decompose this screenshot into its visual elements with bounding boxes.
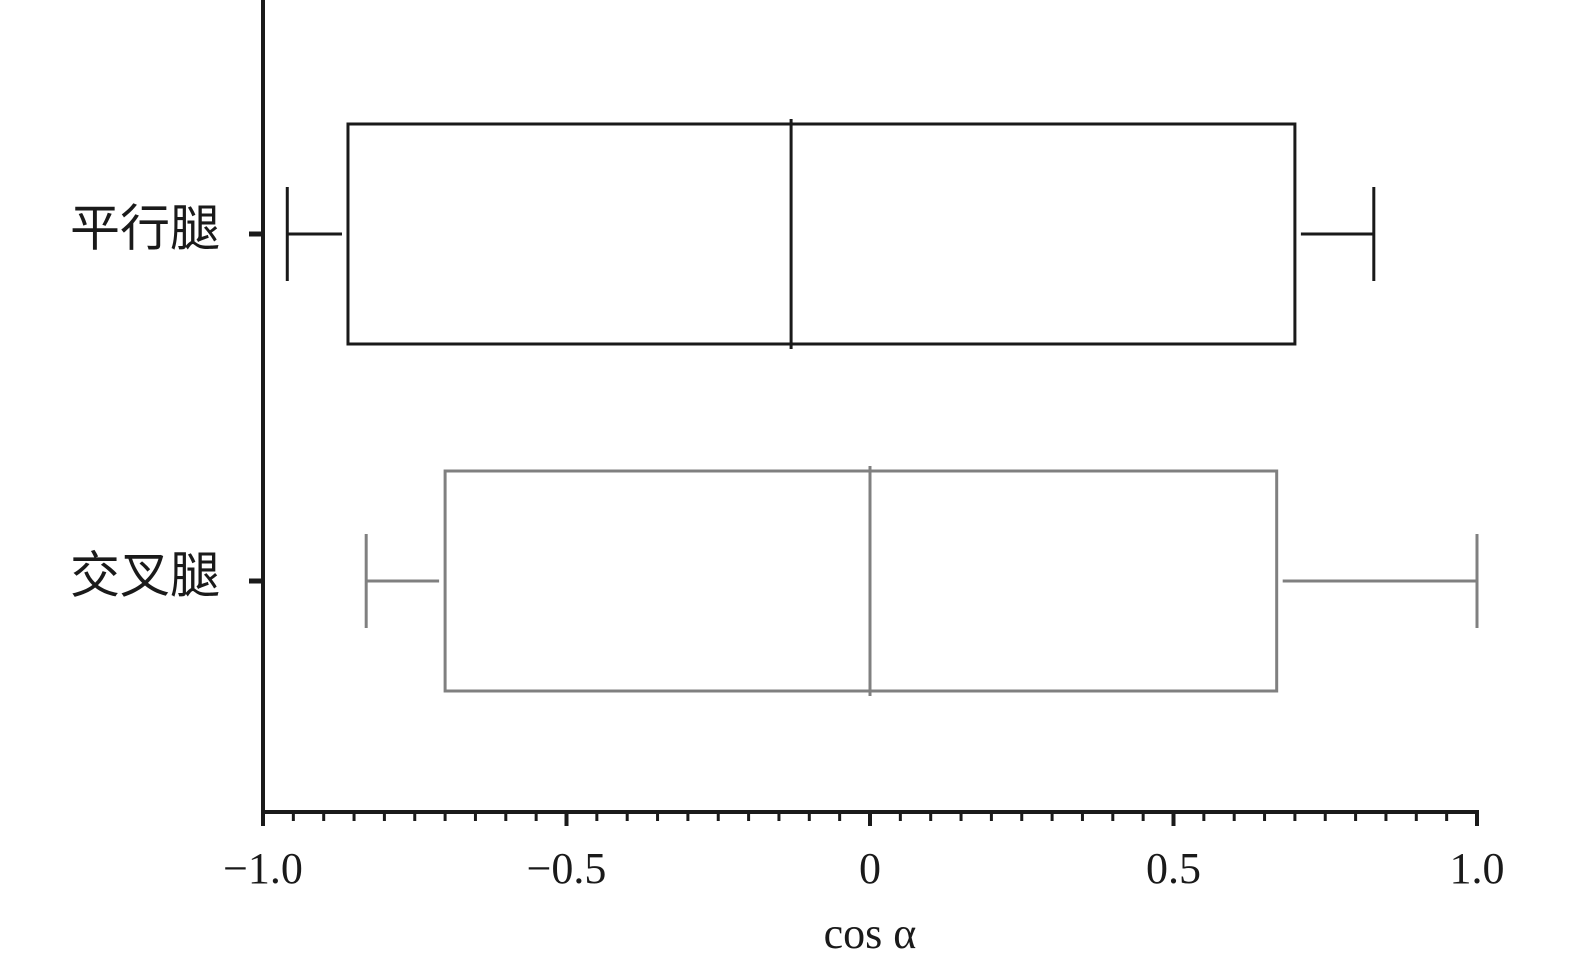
x-tick-label: −1.0 (223, 844, 303, 893)
y-tick-label: 平行腿 (70, 200, 220, 256)
x-tick-label: 0 (859, 844, 881, 893)
x-tick-label: −0.5 (527, 844, 607, 893)
x-axis-label: cos α (824, 909, 917, 958)
x-tick-label: 1.0 (1450, 844, 1505, 893)
box (443, 469, 1279, 693)
box (346, 122, 1297, 346)
x-tick-label: 0.5 (1146, 844, 1201, 893)
y-tick-label: 交叉腿 (70, 547, 220, 603)
